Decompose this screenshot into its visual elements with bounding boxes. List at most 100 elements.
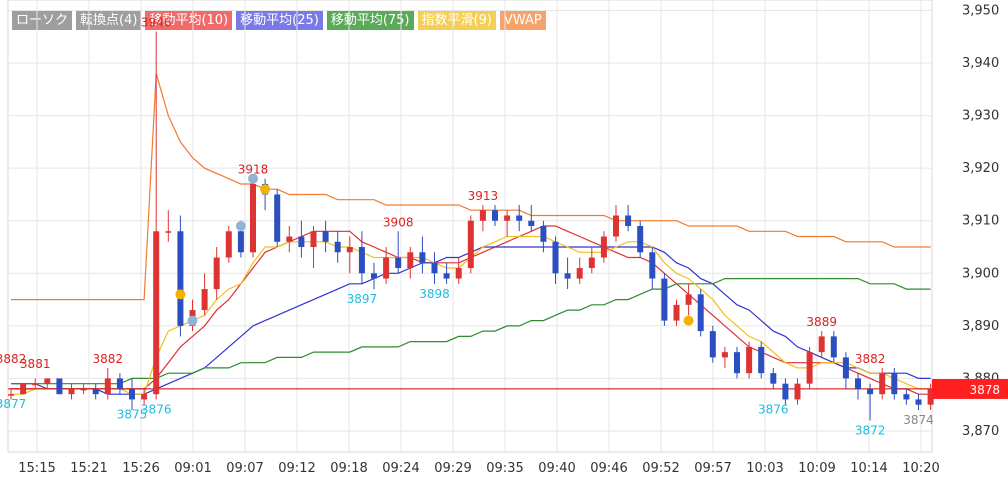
x-tick-label: 09:40	[538, 461, 575, 476]
candle-body	[310, 231, 317, 248]
price-annotation: 3913	[468, 189, 499, 203]
candle-body	[92, 388, 99, 395]
candle-body	[165, 231, 172, 233]
candle-body	[794, 383, 801, 400]
last-price-badge	[932, 378, 1008, 399]
candle-body	[915, 399, 922, 405]
annotations: 3882388138823946391839083913388938823877…	[0, 16, 934, 438]
candle-body	[68, 388, 75, 395]
y-tick-label: 3,940	[962, 56, 999, 71]
candle-body	[492, 210, 498, 221]
candle-body	[44, 378, 51, 384]
candle-body	[334, 241, 341, 253]
candle-body	[383, 257, 390, 279]
pivot-marker	[248, 173, 258, 184]
x-tick-label: 15:15	[18, 461, 55, 476]
legend-ma75[interactable]: 移動平均(75)	[326, 11, 414, 30]
chart-legend: ローソク 転換点(4) 移動平均(10) 移動平均(25) 移動平均(75) 指…	[12, 11, 546, 30]
candle-body	[371, 273, 377, 279]
candle-body	[443, 273, 450, 279]
pivot-marker	[187, 315, 198, 326]
candle-body	[770, 373, 777, 384]
price-annotation: 3874	[903, 413, 934, 427]
price-annotation: 3875	[117, 408, 148, 422]
candle-body	[129, 388, 135, 400]
candle-body	[455, 268, 462, 279]
pivot-marker	[260, 184, 271, 195]
candle-body	[225, 231, 232, 258]
price-annotation: 3881	[20, 357, 51, 371]
candle-body	[576, 268, 583, 279]
candle-body	[250, 183, 256, 253]
candle-body	[504, 215, 511, 221]
price-annotation: 3908	[383, 215, 414, 229]
candle-body	[540, 226, 547, 242]
candle-body	[528, 220, 535, 226]
price-annotation: 3898	[419, 287, 450, 301]
candle-body	[661, 278, 668, 321]
pivot-marker	[235, 221, 246, 231]
candle-body	[177, 231, 184, 326]
candle-body	[564, 273, 571, 279]
price-annotation: 3882	[0, 352, 26, 366]
candle-body	[855, 378, 861, 389]
candle-body	[56, 378, 63, 395]
x-tick-label: 10:20	[902, 461, 939, 476]
candle-body	[237, 231, 244, 253]
candle-body	[806, 352, 813, 384]
candle-body	[746, 346, 753, 374]
candle-body	[286, 236, 293, 242]
y-tick-label: 3,910	[962, 214, 999, 229]
x-tick-label: 15:21	[70, 461, 107, 476]
candle-body	[637, 226, 644, 253]
candle-body	[201, 289, 208, 311]
y-tick-label: 3,920	[962, 161, 999, 176]
candle-body	[346, 247, 353, 253]
candle-body	[213, 257, 220, 290]
y-tick-label: 3,870	[962, 424, 999, 439]
x-tick-label: 09:12	[278, 461, 315, 476]
candle-body	[358, 247, 365, 274]
candle-body	[709, 331, 716, 358]
price-annotation: 3889	[806, 315, 837, 329]
candle-body	[697, 294, 704, 332]
candle-body	[721, 352, 728, 358]
x-tick-label: 09:35	[486, 461, 523, 476]
legend-ma10[interactable]: 移動平均(10)	[145, 11, 233, 30]
x-tick-label: 09:24	[382, 461, 419, 476]
x-tick-label: 09:57	[694, 461, 731, 476]
candle-body	[818, 336, 825, 353]
pivot-marker	[175, 289, 186, 300]
candle-body	[8, 394, 14, 396]
candle-body	[322, 231, 329, 242]
price-annotation: 3946	[141, 16, 172, 30]
price-annotation: 3882	[93, 352, 124, 366]
candle-body	[649, 252, 656, 279]
candle-body	[407, 252, 414, 269]
price-annotation: 3872	[855, 423, 886, 437]
legend-candlestick[interactable]: ローソク	[12, 11, 73, 30]
candle-body	[685, 294, 692, 305]
last-price-label: 3878	[969, 383, 1000, 397]
legend-ema9[interactable]: 指数平滑(9)	[417, 11, 496, 30]
price-annotation: 3918	[238, 163, 269, 177]
candle-body	[625, 215, 632, 226]
y-tick-label: 3,950	[962, 4, 999, 19]
legend-pivot[interactable]: 転換点(4)	[76, 11, 142, 30]
candle-body	[467, 220, 474, 269]
y-tick-label: 3,900	[962, 266, 999, 281]
y-tick-label: 3,890	[962, 319, 999, 334]
legend-ma25[interactable]: 移動平均(25)	[236, 11, 323, 30]
indicator-lines	[8, 73, 932, 395]
price-annotation: 3882	[855, 352, 886, 366]
x-tick-label: 09:07	[226, 461, 263, 476]
x-tick-label: 09:18	[330, 461, 367, 476]
price-annotation: 3876	[758, 402, 789, 416]
price-annotation: 3877	[0, 397, 26, 411]
candle-body	[867, 388, 874, 395]
x-tick-label: 09:46	[590, 461, 627, 476]
x-tick-label: 15:26	[122, 461, 159, 476]
legend-vwap[interactable]: VWAP	[499, 11, 546, 30]
candle-body	[419, 252, 426, 263]
pivot-markers	[175, 173, 694, 326]
